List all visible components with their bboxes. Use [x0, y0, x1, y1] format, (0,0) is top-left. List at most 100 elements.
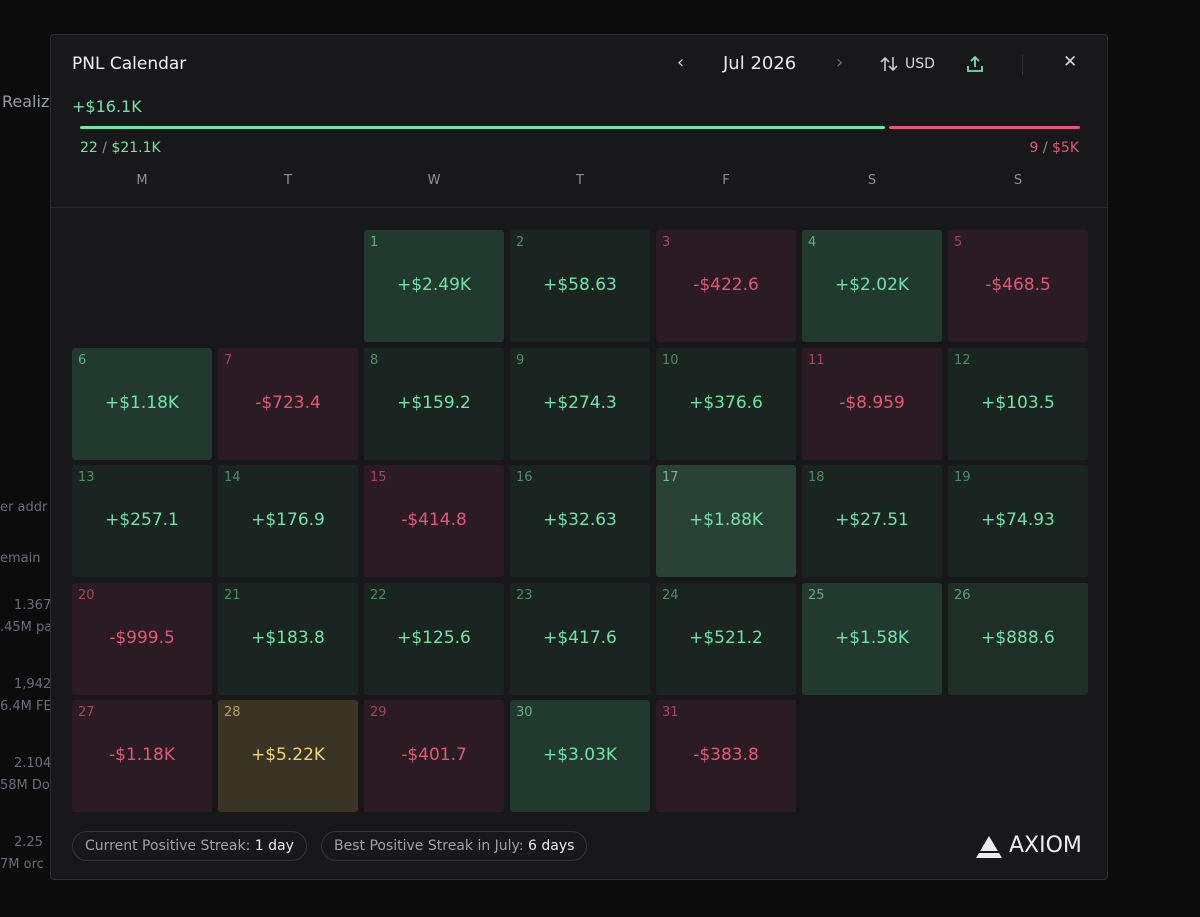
day-number: 10: [662, 352, 679, 368]
pnl-calendar-modal: PNL Calendar ‹ Jul 2026 › USD ✕ +$16.1K …: [50, 34, 1108, 880]
swap-icon[interactable]: [879, 55, 899, 73]
background-text: 1.367: [14, 598, 52, 613]
day-cell[interactable]: 27 -$1.18K: [72, 700, 212, 812]
current-streak-value: 1 day: [254, 838, 294, 854]
background-text: 2.25: [14, 835, 43, 850]
losses-summary: 9 / $5K: [1029, 140, 1079, 156]
day-number: 26: [954, 587, 971, 603]
day-cell[interactable]: 2 +$58.63: [510, 230, 650, 342]
day-cell[interactable]: 29 -$401.7: [364, 700, 504, 812]
day-cell[interactable]: 11 -$8.959: [802, 347, 942, 460]
day-cell[interactable]: 5 -$468.5: [948, 230, 1088, 342]
day-number: 7: [224, 352, 233, 368]
background-text: er addr: [0, 500, 48, 515]
day-cell[interactable]: 10 +$376.6: [656, 347, 796, 460]
current-streak-label: Current Positive Streak:: [85, 838, 251, 854]
day-pnl: +$159.2: [397, 392, 471, 413]
day-cell[interactable]: 26 +$888.6: [948, 582, 1088, 695]
day-cell[interactable]: 1 +$2.49K: [364, 230, 504, 342]
day-pnl: -$468.5: [985, 275, 1051, 295]
day-number: 20: [78, 587, 95, 603]
day-cell[interactable]: 14 +$176.9: [218, 465, 358, 577]
day-number: 27: [78, 705, 95, 720]
day-number: 29: [370, 705, 387, 720]
day-number: 22: [370, 587, 387, 603]
day-pnl: +$176.9: [251, 510, 325, 530]
month-label: Jul 2026: [723, 53, 797, 74]
day-cell[interactable]: 31 -$383.8: [656, 700, 796, 812]
day-number: 19: [954, 470, 971, 485]
day-cell[interactable]: 21 +$183.8: [218, 582, 358, 695]
background-text: 58M Do: [0, 778, 50, 793]
day-pnl: +$27.51: [835, 510, 909, 530]
day-cell[interactable]: 19 +$74.93: [948, 465, 1088, 577]
day-pnl: +$1.58K: [834, 627, 910, 648]
day-pnl: +$32.63: [543, 510, 617, 530]
day-number: 13: [78, 470, 95, 485]
wins-amount: $21.1K: [111, 140, 161, 156]
close-button[interactable]: ✕: [1063, 52, 1078, 72]
day-cell[interactable]: 9 +$274.3: [510, 347, 650, 460]
day-pnl: +$1.18K: [104, 392, 180, 413]
prev-month[interactable]: ‹: [677, 52, 685, 73]
day-cell[interactable]: 7 -$723.4: [218, 347, 358, 460]
best-streak: Best Positive Streak in July: 6 days: [321, 831, 588, 861]
day-cell[interactable]: 20 -$999.5: [72, 582, 212, 695]
day-number: 23: [516, 587, 533, 603]
day-cell[interactable]: 13 +$257.1: [72, 465, 212, 577]
weekday: T: [576, 173, 584, 188]
day-cell[interactable]: 25 +$1.58K: [802, 582, 942, 695]
weekday: M: [136, 173, 148, 188]
weekday: S: [867, 173, 877, 188]
day-cell[interactable]: 15 -$414.8: [364, 465, 504, 577]
modal-title: PNL Calendar: [72, 54, 187, 74]
day-cell[interactable]: 3 -$422.6: [656, 230, 796, 342]
day-number: 9: [516, 352, 525, 368]
day-cell[interactable]: 23 +$417.6: [510, 582, 650, 695]
day-cell[interactable]: 4 +$2.02K: [802, 230, 942, 342]
export-icon[interactable]: [965, 54, 985, 74]
background-text: .45M pa: [0, 620, 53, 635]
day-cell[interactable]: 18 +$27.51: [802, 465, 942, 577]
day-pnl: +$888.6: [981, 627, 1055, 648]
day-cell[interactable]: 6 +$1.18K: [72, 347, 212, 460]
weekday: S: [1013, 173, 1023, 188]
day-pnl: -$401.7: [401, 745, 467, 765]
day-number: 2: [516, 235, 525, 250]
losses-amount: $5K: [1052, 140, 1079, 156]
day-pnl: +$376.6: [689, 392, 763, 413]
day-number: 16: [516, 470, 533, 485]
day-cell[interactable]: 28 +$5.22K: [218, 700, 358, 812]
day-pnl: -$383.8: [693, 745, 759, 765]
day-cell[interactable]: 17 +$1.88K: [656, 465, 796, 577]
day-pnl: -$723.4: [255, 392, 321, 413]
day-pnl: +$5.22K: [250, 745, 326, 765]
best-streak-label: Best Positive Streak in July:: [334, 838, 524, 854]
day-cell[interactable]: 8 +$159.2: [364, 347, 504, 460]
wins-count: 22: [80, 140, 98, 156]
day-cell[interactable]: 22 +$125.6: [364, 582, 504, 695]
day-pnl: +$74.93: [981, 510, 1055, 530]
day-pnl: -$8.959: [839, 392, 905, 413]
current-streak: Current Positive Streak: 1 day: [72, 831, 307, 861]
day-pnl: +$274.3: [543, 392, 617, 413]
day-number: 11: [808, 352, 825, 368]
day-cell[interactable]: 30 +$3.03K: [510, 700, 650, 812]
day-number: 17: [662, 470, 679, 485]
day-pnl: +$125.6: [397, 627, 471, 648]
day-number: 6: [78, 352, 87, 368]
next-month[interactable]: ›: [836, 52, 844, 73]
day-number: 4: [808, 235, 817, 250]
currency-toggle[interactable]: USD: [905, 56, 935, 72]
day-cell[interactable]: 16 +$32.63: [510, 465, 650, 577]
day-number: 31: [662, 705, 679, 720]
day-pnl: +$183.8: [251, 627, 325, 648]
day-cell[interactable]: 24 +$521.2: [656, 582, 796, 695]
day-pnl: +$2.02K: [834, 275, 910, 295]
separator-line: [51, 207, 1107, 208]
day-pnl: +$1.88K: [688, 510, 764, 530]
day-number: 18: [808, 470, 825, 485]
day-cell[interactable]: 12 +$103.5: [948, 347, 1088, 460]
day-number: 15: [370, 470, 387, 485]
